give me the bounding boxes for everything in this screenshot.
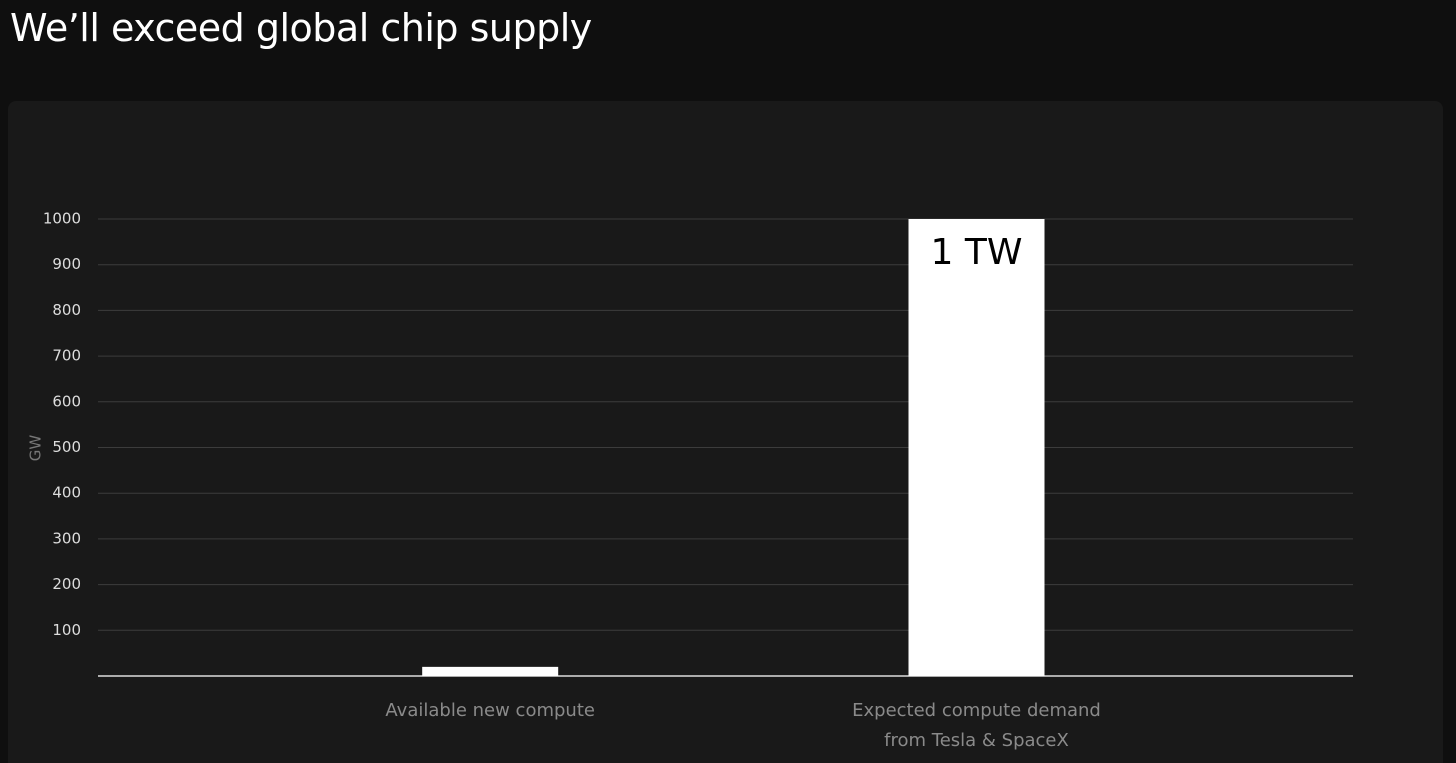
y-tick-label: 400	[52, 484, 81, 502]
bar	[422, 666, 559, 676]
y-tick-label: 1000	[43, 210, 81, 228]
y-tick-label: 200	[52, 575, 81, 593]
x-tick-label: Expected compute demand from Tesla & Spa…	[852, 700, 1101, 751]
value-label: 1 TW	[931, 232, 1023, 273]
bar	[908, 219, 1045, 676]
chart-panel	[8, 101, 1443, 763]
y-tick-label: 500	[52, 438, 81, 456]
x-tick-label: Available new compute	[385, 700, 595, 721]
y-tick-label: 900	[52, 255, 81, 273]
y-tick-label: 800	[52, 301, 81, 319]
y-axis-label: GW	[27, 435, 45, 462]
chart-title: We’ll exceed global chip supply	[10, 6, 592, 50]
y-tick-label: 600	[52, 392, 81, 410]
y-tick-label: 700	[52, 347, 81, 365]
y-tick-label: 300	[52, 529, 81, 547]
y-tick-label: 100	[52, 621, 81, 639]
